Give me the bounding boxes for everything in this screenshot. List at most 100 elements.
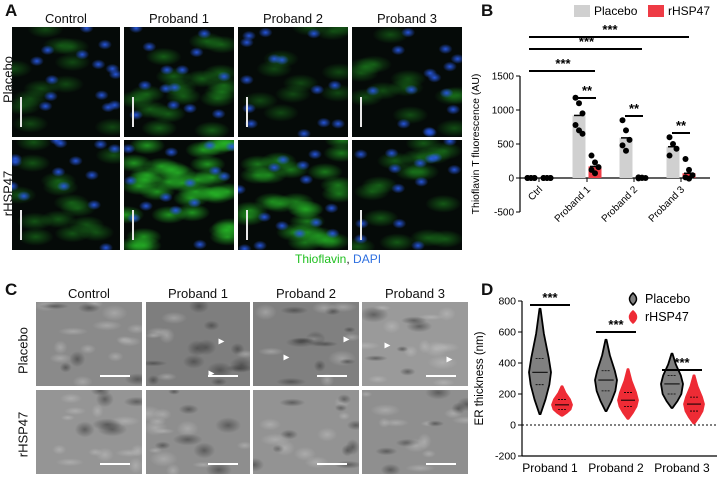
significance-label: ***	[674, 355, 690, 370]
y-tick-label: -500	[494, 208, 514, 219]
data-point	[682, 155, 689, 162]
scale-bar	[360, 210, 362, 240]
violin	[660, 352, 684, 409]
y-axis-label: ER thickness (nm)	[474, 331, 486, 425]
data-point	[619, 117, 626, 124]
scale-bar	[208, 463, 238, 465]
panel-a-col-proband-2: Proband 2	[263, 11, 323, 26]
significance-label: ***	[602, 22, 618, 37]
legend-swatch-rhsp47	[628, 310, 638, 324]
data-point	[686, 166, 692, 173]
fluor-tile	[124, 27, 234, 137]
panel-d-letter: D	[481, 280, 494, 299]
violin	[683, 374, 705, 425]
scale-bar	[426, 375, 456, 377]
x-tick-label: Proband 2	[600, 184, 641, 225]
panel-c-row-placebo: Placebo	[15, 327, 31, 374]
panel-a-col-proband-1: Proband 1	[149, 11, 209, 26]
x-tick-label: Proband 1	[553, 184, 594, 225]
y-tick-label: 1500	[492, 72, 515, 83]
scale-bar	[20, 210, 22, 240]
panel-c-row-rhsp47: rHSP47	[15, 411, 31, 458]
data-point	[579, 130, 586, 137]
arrowhead-marker: ▲	[215, 336, 227, 347]
violin	[551, 385, 573, 417]
panel-c-letter: C	[5, 280, 18, 299]
x-tick-label: Ctrl	[526, 184, 545, 203]
panel-c-col-control: Control	[68, 286, 110, 301]
data-point	[572, 121, 579, 128]
significance-label: **	[582, 83, 593, 98]
x-tick-label: Proband 3	[654, 461, 710, 475]
legend-label-rhsp47: rHSP47	[668, 4, 710, 18]
y-tick-label: 800	[498, 296, 516, 308]
data-point	[576, 100, 582, 107]
y-tick-label: 0	[510, 420, 516, 432]
scale-bar	[132, 210, 134, 240]
data-point	[670, 141, 676, 147]
fluor-tile	[12, 27, 120, 137]
legend-swatch-rhsp47	[648, 5, 664, 17]
fluor-tile	[238, 140, 348, 250]
panel-b-letter: B	[481, 1, 494, 20]
panel-a-letter: A	[5, 1, 18, 20]
y-tick-label: 200	[498, 389, 516, 401]
legend-swatch-placebo	[574, 5, 590, 17]
em-tile	[362, 390, 468, 474]
arrowhead-marker: ▲	[340, 334, 352, 345]
legend-label-placebo: Placebo	[645, 292, 690, 306]
legend-swatch-placebo	[628, 292, 638, 306]
em-tile	[146, 390, 250, 474]
panel-a-col-control: Control	[45, 11, 87, 26]
x-tick-label: Proband 3	[647, 184, 688, 225]
fluor-tile	[352, 140, 462, 250]
stain-separator: ,	[346, 252, 350, 266]
panel-c-col-proband-2: Proband 2	[276, 286, 336, 301]
fluor-tile	[238, 27, 348, 137]
data-point	[686, 175, 692, 182]
er-thickness-violin-chart: -200 0 200 400 600 800 ER thickness (nm) Proban…	[474, 290, 717, 475]
scale-bar	[246, 210, 248, 240]
data-point	[666, 152, 673, 159]
em-tile	[36, 302, 142, 386]
legend-label-placebo: Placebo	[594, 4, 638, 18]
violin	[617, 368, 639, 420]
em-tile	[36, 390, 142, 474]
data-point	[623, 127, 629, 134]
scale-bar	[100, 375, 130, 377]
violin	[528, 307, 552, 416]
significance-label: ***	[555, 56, 571, 71]
em-tile	[253, 390, 359, 474]
significance-label: **	[676, 118, 687, 133]
fluor-tile	[12, 140, 120, 250]
data-point	[592, 159, 598, 166]
significance-label: **	[629, 101, 640, 116]
y-tick-label: 600	[498, 327, 516, 339]
y-tick-label: 400	[498, 358, 516, 370]
significance-label: ***	[608, 317, 624, 332]
significance-label: ***	[579, 34, 595, 49]
y-axis-label: Thioflavin T fluorescence (AU)	[470, 74, 482, 215]
panel-c-col-proband-1: Proband 1	[168, 286, 228, 301]
arrowhead-marker: ▲	[443, 354, 455, 365]
y-tick-label: 0	[508, 174, 514, 185]
scale-bar	[360, 97, 362, 127]
data-point	[619, 142, 626, 149]
panel-a-col-proband-3: Proband 3	[377, 11, 437, 26]
violin	[594, 338, 618, 412]
data-point	[623, 147, 629, 154]
data-point	[588, 152, 595, 159]
scale-bar	[246, 97, 248, 127]
em-tile: ▲ ▲	[362, 302, 468, 386]
significance-label: ***	[542, 290, 558, 305]
stain-legend: Thioflavin, DAPI	[295, 252, 381, 266]
arrowhead-marker: ▲	[280, 352, 292, 363]
em-tile: ▲ ▲	[253, 302, 359, 386]
stain-dapi: DAPI	[353, 252, 382, 266]
y-tick-label: -200	[495, 451, 516, 463]
scale-bar	[100, 463, 130, 465]
data-point	[666, 134, 673, 141]
panel-c-col-proband-3: Proband 3	[385, 286, 445, 301]
fluor-tile	[352, 27, 462, 137]
thioflavin-bar-chart: -500 0 500 1000 1500 Thioflavin T fluorescenc…	[470, 4, 710, 225]
